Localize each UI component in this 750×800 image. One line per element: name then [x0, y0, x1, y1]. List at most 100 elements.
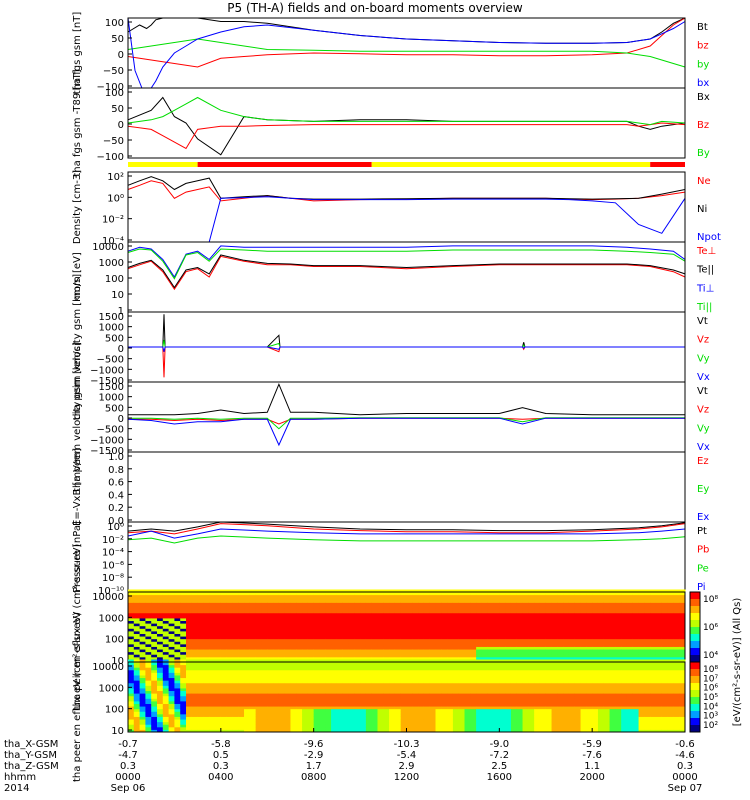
- heatmap-cell: [545, 607, 553, 611]
- heatmap-cell: [447, 659, 454, 663]
- heatmap-cell: [284, 716, 291, 720]
- heatmap-cell: [499, 669, 506, 673]
- heatmap-cell: [168, 693, 175, 697]
- heatmap-cell: [644, 615, 651, 619]
- heatmap-cell: [139, 625, 146, 629]
- heatmap-cell: [412, 688, 419, 692]
- heatmap-cell: [360, 662, 367, 666]
- heatmap-cell: [313, 615, 320, 619]
- heatmap-cell: [232, 708, 239, 712]
- heatmap-cell: [441, 589, 448, 593]
- heatmap-cell: [505, 729, 512, 733]
- heatmap-cell: [481, 630, 489, 634]
- heatmap-cell: [383, 636, 390, 640]
- heatmap-cell: [557, 638, 564, 642]
- heatmap-cell: [621, 594, 628, 598]
- heatmap-cell: [557, 597, 564, 601]
- heatmap-cell: [145, 659, 152, 663]
- heatmap-cell: [220, 695, 228, 699]
- heatmap-cell: [238, 688, 245, 692]
- heatmap-cell: [180, 610, 187, 614]
- heatmap-cell: [638, 607, 645, 611]
- heatmap-cell: [336, 693, 344, 697]
- heatmap-cell: [220, 698, 228, 702]
- heatmap-cell: [191, 623, 199, 627]
- heatmap-cell: [534, 729, 541, 733]
- heatmap-cell: [592, 649, 599, 653]
- heatmap-cell: [244, 636, 251, 640]
- heatmap-cell: [278, 716, 286, 720]
- heatmap-cell: [505, 646, 512, 650]
- heatmap-cell: [470, 625, 477, 629]
- heatmap-cell: [325, 605, 332, 609]
- heatmap-cell: [557, 628, 564, 632]
- heatmap-cell: [412, 594, 419, 598]
- heatmap-cell: [354, 693, 361, 697]
- heatmap-cell: [499, 719, 506, 723]
- heatmap-cell: [203, 597, 210, 601]
- heatmap-cell: [371, 641, 378, 645]
- heatmap-cell: [458, 620, 466, 624]
- heatmap-cell: [447, 729, 454, 733]
- heatmap-cell: [244, 602, 251, 606]
- heatmap-cell: [307, 677, 315, 681]
- heatmap-cell: [145, 643, 152, 647]
- heatmap-cell: [267, 680, 274, 684]
- heatmap-cell: [464, 589, 471, 593]
- heatmap-cell: [406, 708, 413, 712]
- heatmap-cell: [139, 592, 146, 596]
- heatmap-cell: [470, 633, 477, 637]
- heatmap-cell: [487, 607, 495, 611]
- heatmap-cell: [191, 612, 199, 616]
- heatmap-cell: [244, 659, 251, 663]
- heatmap-cell: [505, 597, 512, 601]
- heatmap-cell: [284, 623, 291, 627]
- heatmap-cell: [232, 654, 239, 658]
- heatmap-cell: [128, 706, 135, 710]
- heatmap-cell: [302, 618, 309, 622]
- heatmap-cell: [215, 641, 222, 645]
- heatmap-cell: [447, 594, 454, 598]
- heatmap-cell: [261, 636, 268, 640]
- heatmap-cell: [493, 675, 500, 679]
- heatmap-cell: [499, 672, 506, 676]
- heatmap-cell: [360, 623, 367, 627]
- heatmap-cell: [174, 659, 181, 663]
- heatmap-cell: [499, 700, 506, 704]
- heatmap-cell: [203, 618, 210, 622]
- heatmap-cell: [510, 589, 518, 593]
- heatmap-cell: [650, 641, 657, 645]
- heatmap-cell: [209, 628, 216, 632]
- heatmap-cell: [418, 607, 425, 611]
- heatmap-cell: [157, 625, 164, 629]
- heatmap-cell: [319, 620, 326, 624]
- heatmap-cell: [186, 685, 193, 689]
- heatmap-cell: [255, 615, 262, 619]
- heatmap-cell: [139, 618, 146, 622]
- heatmap-cell: [284, 654, 291, 658]
- heatmap-cell: [563, 724, 570, 728]
- heatmap-cell: [267, 698, 274, 702]
- y-tick-label: 100: [105, 18, 124, 29]
- heatmap-cell: [319, 700, 326, 704]
- heatmap-cell: [522, 672, 529, 676]
- heatmap-cell: [174, 638, 181, 642]
- heatmap-cell: [383, 700, 390, 704]
- heatmap-cell: [226, 721, 233, 725]
- heatmap-cell: [186, 641, 193, 645]
- heatmap-cell: [128, 592, 135, 596]
- heatmap-cell: [429, 643, 437, 647]
- heatmap-cell: [679, 602, 686, 606]
- heatmap-cell: [267, 659, 274, 663]
- heatmap-cell: [644, 625, 651, 629]
- heatmap-cell: [151, 675, 158, 679]
- heatmap-cell: [505, 599, 512, 603]
- heatmap-cell: [383, 708, 390, 712]
- heatmap-cell: [232, 649, 239, 653]
- heatmap-cell: [493, 633, 500, 637]
- heatmap-cell: [441, 706, 448, 710]
- heatmap-cell: [580, 592, 587, 596]
- heatmap-cell: [331, 592, 338, 596]
- heatmap-cell: [626, 623, 634, 627]
- heatmap-cell: [232, 646, 239, 650]
